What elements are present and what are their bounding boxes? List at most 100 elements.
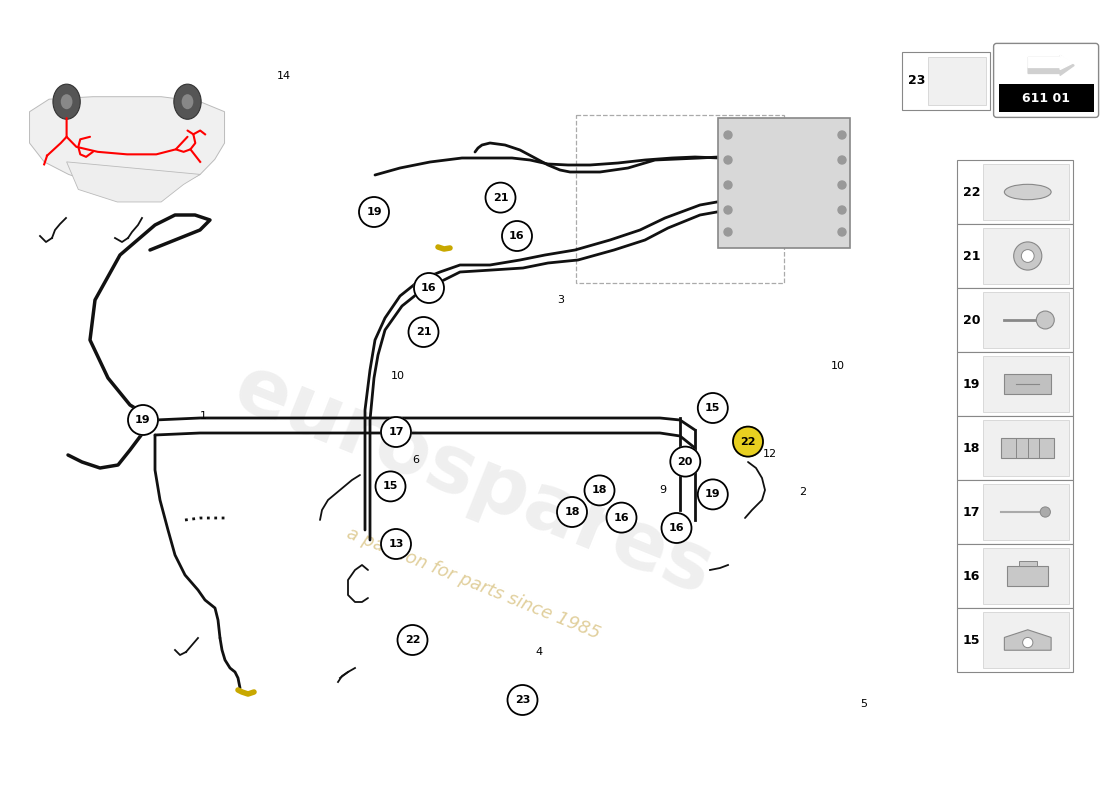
Bar	[983, 164, 1068, 220]
Circle shape	[606, 502, 637, 533]
Text: 10: 10	[392, 371, 405, 381]
Text: 21: 21	[493, 193, 508, 202]
Circle shape	[502, 221, 532, 251]
Circle shape	[359, 197, 389, 227]
Circle shape	[661, 513, 692, 543]
Text: 18: 18	[592, 486, 607, 495]
Bar	[983, 548, 1068, 604]
Text: 16: 16	[669, 523, 684, 533]
Circle shape	[128, 405, 158, 435]
Circle shape	[182, 94, 194, 110]
Bar	[718, 118, 850, 248]
Bar	[576, 115, 784, 283]
Circle shape	[397, 625, 428, 655]
Circle shape	[724, 206, 732, 214]
Circle shape	[838, 181, 846, 189]
Text: 22: 22	[740, 437, 756, 446]
Bar	[957, 352, 1072, 416]
Circle shape	[724, 228, 732, 236]
Bar	[957, 480, 1072, 544]
Text: 23: 23	[908, 74, 925, 87]
Bar	[902, 52, 990, 110]
Text: 21: 21	[416, 327, 431, 337]
Circle shape	[375, 471, 406, 502]
Text: 16: 16	[614, 513, 629, 522]
Circle shape	[838, 156, 846, 164]
Bar	[983, 292, 1068, 348]
Circle shape	[838, 228, 846, 236]
Text: 15: 15	[705, 403, 720, 413]
Ellipse shape	[1004, 184, 1052, 200]
Text: 19: 19	[366, 207, 382, 217]
Text: 19: 19	[705, 490, 720, 499]
Circle shape	[1036, 311, 1054, 329]
Bar	[957, 288, 1072, 352]
Text: 11: 11	[62, 163, 75, 173]
Circle shape	[838, 206, 846, 214]
Text: 4: 4	[536, 647, 542, 657]
Bar	[983, 420, 1068, 476]
Circle shape	[733, 426, 763, 457]
Text: 18: 18	[962, 442, 980, 454]
Bar	[957, 416, 1072, 480]
Bar	[983, 228, 1068, 284]
Text: 19: 19	[962, 378, 980, 390]
Text: 3: 3	[558, 295, 564, 305]
Bar	[957, 224, 1072, 288]
Circle shape	[381, 417, 411, 447]
Text: 611 01: 611 01	[1022, 91, 1070, 105]
Circle shape	[381, 529, 411, 559]
Bar	[983, 356, 1068, 412]
Circle shape	[174, 84, 201, 119]
Bar	[928, 57, 986, 105]
Bar	[1008, 566, 1048, 586]
Circle shape	[1023, 638, 1033, 648]
Circle shape	[557, 497, 587, 527]
Text: a passion for parts since 1985: a passion for parts since 1985	[343, 525, 603, 643]
Circle shape	[724, 156, 732, 164]
Text: 23: 23	[515, 695, 530, 705]
Text: 20: 20	[962, 314, 980, 326]
Text: 16: 16	[509, 231, 525, 241]
Circle shape	[53, 84, 80, 119]
Circle shape	[697, 393, 728, 423]
FancyArrow shape	[1028, 55, 1074, 70]
Text: 8: 8	[217, 117, 223, 126]
Text: 6: 6	[412, 455, 419, 465]
Text: 10: 10	[832, 362, 845, 371]
Bar	[957, 544, 1072, 608]
FancyBboxPatch shape	[993, 43, 1099, 118]
Circle shape	[1041, 507, 1050, 517]
Circle shape	[584, 475, 615, 506]
Bar	[1004, 374, 1052, 394]
Circle shape	[507, 685, 538, 715]
Text: 14: 14	[277, 71, 290, 81]
Circle shape	[414, 273, 444, 303]
Circle shape	[724, 181, 732, 189]
Bar	[999, 84, 1093, 112]
Bar	[1019, 561, 1036, 566]
Bar	[983, 612, 1068, 668]
Circle shape	[60, 94, 73, 110]
Text: 16: 16	[421, 283, 437, 293]
Circle shape	[1021, 250, 1034, 262]
Text: 22: 22	[405, 635, 420, 645]
Text: 17: 17	[962, 506, 980, 518]
Text: 15: 15	[962, 634, 980, 646]
Text: 17: 17	[388, 427, 404, 437]
Polygon shape	[67, 162, 200, 202]
Text: 5: 5	[860, 699, 867, 709]
Circle shape	[408, 317, 439, 347]
Circle shape	[1014, 242, 1042, 270]
Text: 9: 9	[660, 486, 667, 495]
Text: 21: 21	[962, 250, 980, 262]
Text: 16: 16	[962, 570, 980, 582]
Text: 7: 7	[156, 167, 163, 177]
Bar	[983, 484, 1068, 540]
Circle shape	[724, 131, 732, 139]
Bar	[957, 160, 1072, 224]
Circle shape	[485, 182, 516, 213]
Text: 12: 12	[763, 450, 777, 459]
Text: 2: 2	[800, 487, 806, 497]
Bar	[957, 608, 1072, 672]
